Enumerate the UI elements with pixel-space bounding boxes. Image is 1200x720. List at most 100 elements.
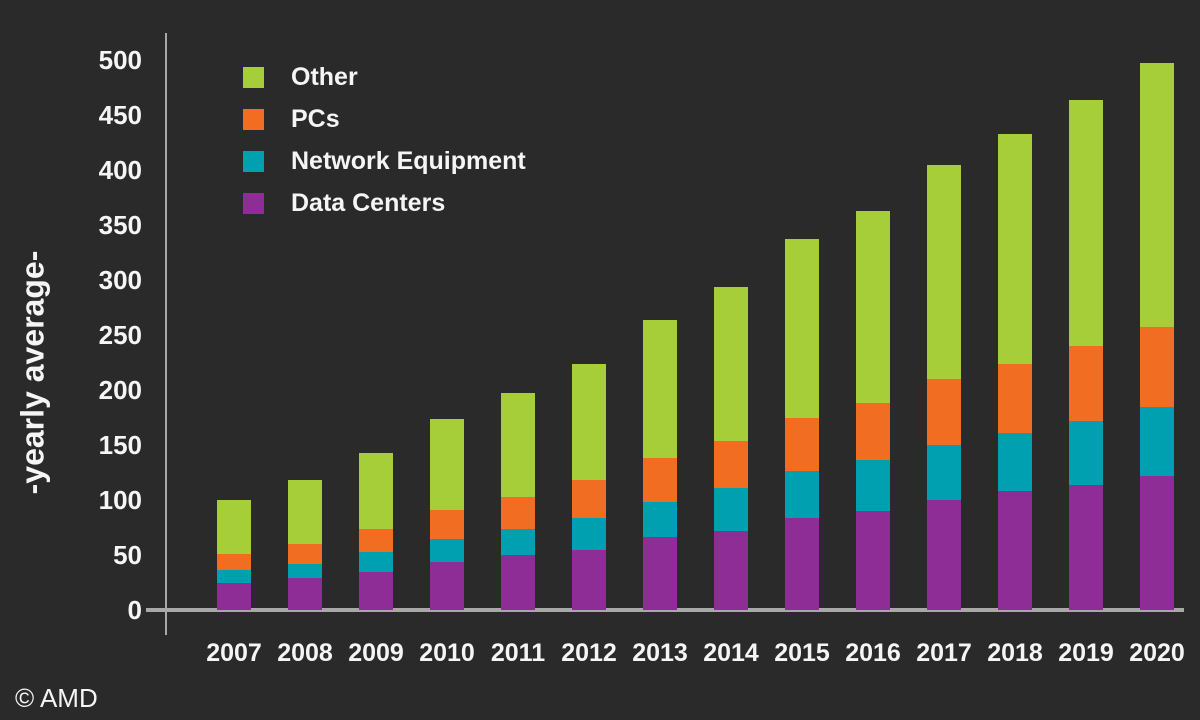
bar-segment-other-2015	[785, 239, 819, 418]
x-axis-label-2013: 2013	[632, 639, 688, 667]
y-tick-label-300: 300	[98, 265, 142, 295]
bar-segment-network-equipment-2018	[998, 432, 1032, 492]
legend-item-network-equipment: Network Equipment	[243, 147, 526, 175]
y-tick-label-500: 500	[98, 45, 142, 75]
y-tick-label-400: 400	[98, 155, 142, 185]
bar-segment-pcs-2012	[572, 480, 606, 518]
bar-segment-data-centers-2013	[643, 537, 677, 610]
legend: Other PCs Network Equipment Data Centers	[243, 63, 526, 234]
x-axis-label-2017: 2017	[916, 639, 972, 667]
bar-segment-data-centers-2014	[714, 530, 748, 610]
bar-segment-other-2010	[430, 418, 464, 510]
bar-2013	[643, 319, 677, 610]
x-axis-label-2015: 2015	[774, 639, 830, 667]
bar-segment-data-centers-2011	[501, 555, 535, 610]
bar-segment-pcs-2008	[288, 544, 322, 564]
x-axis-label-2010: 2010	[419, 639, 475, 667]
bar-segment-data-centers-2017	[927, 500, 961, 610]
bar-segment-data-centers-2012	[572, 549, 606, 610]
bar-segment-data-centers-2018	[998, 491, 1032, 610]
legend-label-pcs: PCs	[291, 104, 340, 133]
bar-segment-pcs-2015	[785, 417, 819, 472]
x-axis-label-2016: 2016	[845, 639, 901, 667]
bar-segment-data-centers-2009	[359, 571, 393, 610]
bar-segment-network-equipment-2007	[217, 570, 251, 583]
y-axis-line	[165, 33, 167, 635]
bar-segment-network-equipment-2013	[643, 502, 677, 538]
bar-2014	[714, 286, 748, 610]
bar-segment-network-equipment-2014	[714, 487, 748, 531]
bar-2008	[288, 480, 322, 610]
bar-segment-data-centers-2008	[288, 578, 322, 610]
legend-item-other: Other	[243, 63, 526, 91]
bar-segment-pcs-2014	[714, 440, 748, 488]
legend-label-other: Other	[291, 62, 358, 91]
bar-segment-network-equipment-2016	[856, 460, 890, 511]
y-tick-label-50: 50	[113, 540, 142, 570]
bar-segment-data-centers-2016	[856, 511, 890, 610]
bar-segment-other-2018	[998, 133, 1032, 364]
bar-segment-pcs-2009	[359, 528, 393, 552]
y-tick-label-150: 150	[98, 430, 142, 460]
bar-segment-pcs-2018	[998, 363, 1032, 433]
bar-segment-network-equipment-2008	[288, 563, 322, 579]
y-tick-label-450: 450	[98, 100, 142, 130]
x-axis-label-2018: 2018	[987, 639, 1043, 667]
y-tick-label-100: 100	[98, 485, 142, 515]
watermark: © AMD	[15, 683, 98, 713]
bar-2012	[572, 363, 606, 610]
bar-segment-data-centers-2019	[1069, 484, 1103, 610]
x-axis-label-2014: 2014	[703, 639, 759, 667]
bar-segment-pcs-2007	[217, 553, 251, 571]
y-axis-title: -yearly average-	[14, 250, 51, 495]
bar-segment-pcs-2010	[430, 509, 464, 539]
bar-2017	[927, 164, 961, 610]
bar-2016	[856, 210, 890, 610]
bar-2018	[998, 133, 1032, 610]
bar-segment-network-equipment-2010	[430, 538, 464, 562]
bar-2007	[217, 500, 251, 610]
bar-segment-other-2013	[643, 319, 677, 459]
bar-segment-network-equipment-2020	[1140, 406, 1174, 476]
legend-swatch-other	[243, 66, 264, 88]
bar-segment-other-2020	[1140, 63, 1174, 328]
bar-2009	[359, 452, 393, 610]
legend-item-pcs: PCs	[243, 105, 526, 133]
bar-segment-other-2019	[1069, 99, 1103, 347]
y-tick-label-200: 200	[98, 375, 142, 405]
bar-segment-pcs-2017	[927, 379, 961, 445]
bar-segment-data-centers-2015	[785, 517, 819, 610]
bar-2020	[1140, 63, 1174, 610]
legend-swatch-pcs	[243, 108, 264, 130]
bar-segment-pcs-2020	[1140, 327, 1174, 407]
legend-label-network-equipment: Network Equipment	[291, 146, 526, 175]
bar-segment-network-equipment-2017	[927, 445, 961, 500]
y-tick-label-0: 0	[127, 595, 142, 625]
legend-swatch-network-equipment	[243, 150, 264, 172]
bar-segment-pcs-2013	[643, 458, 677, 503]
x-axis-label-2008: 2008	[277, 639, 333, 667]
x-axis-label-2020: 2020	[1129, 639, 1185, 667]
bar-segment-network-equipment-2015	[785, 471, 819, 518]
bar-segment-other-2014	[714, 286, 748, 441]
x-axis-label-2019: 2019	[1058, 639, 1114, 667]
x-axis-label-2011: 2011	[490, 639, 546, 667]
legend-swatch-data-centers	[243, 192, 264, 214]
bar-segment-other-2008	[288, 480, 322, 545]
bar-segment-other-2012	[572, 363, 606, 481]
x-axis-label-2012: 2012	[561, 639, 617, 667]
y-tick-label-250: 250	[98, 320, 142, 350]
legend-label-data-centers: Data Centers	[291, 188, 446, 217]
bar-segment-pcs-2019	[1069, 346, 1103, 421]
bar-segment-other-2017	[927, 164, 961, 379]
legend-item-data-centers: Data Centers	[243, 189, 526, 217]
x-axis-label-2007: 2007	[206, 639, 262, 667]
bar-segment-other-2011	[501, 393, 535, 497]
bar-segment-network-equipment-2012	[572, 517, 606, 550]
bar-2019	[1069, 99, 1103, 610]
bar-segment-network-equipment-2019	[1069, 420, 1103, 485]
bar-segment-data-centers-2010	[430, 561, 464, 610]
bar-segment-data-centers-2007	[217, 582, 251, 610]
bar-segment-network-equipment-2011	[501, 528, 535, 555]
